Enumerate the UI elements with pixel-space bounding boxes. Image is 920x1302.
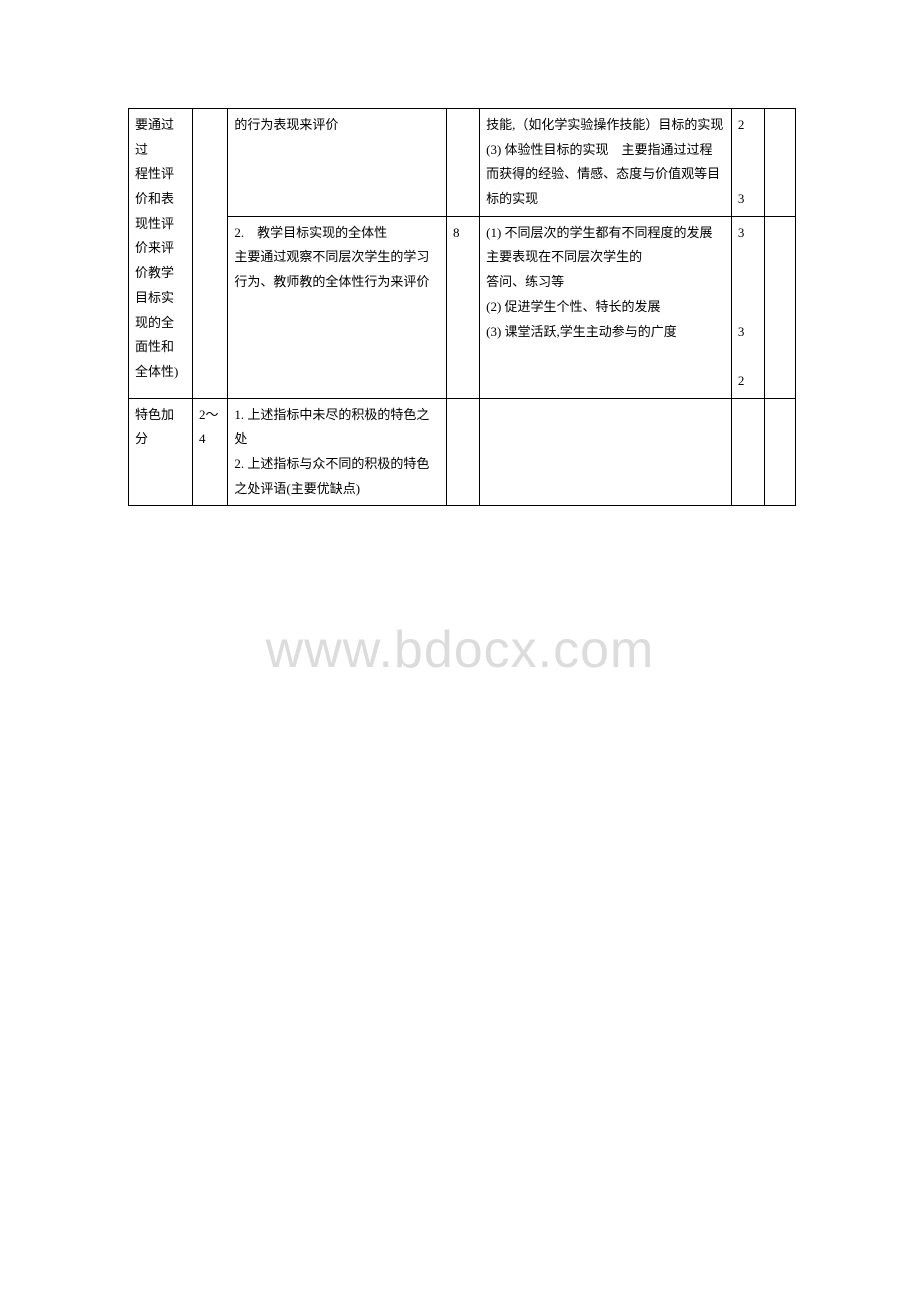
watermark-text: www.bdocx.com — [0, 620, 920, 680]
cell-weight: 8 — [447, 216, 480, 398]
watermark-label: www.bdocx.com — [266, 621, 655, 679]
cell-text: 2～4 — [199, 407, 219, 447]
cell-detail — [480, 398, 732, 506]
cell-text: 8 — [453, 225, 460, 240]
cell-score-range: 2～4 — [193, 398, 228, 506]
cell-text: 技能,（如化学实验操作技能）目标的实现(3) 体验性目标的实现 主要指通过过程而… — [486, 117, 723, 206]
cell-score-range — [193, 109, 228, 399]
evaluation-table-container: 要通过过程性评价和表现性评价来评价教学目标实现的全面性和全体性) 的行为表现来评… — [128, 108, 796, 506]
cell-points — [731, 398, 764, 506]
cell-text: (1) 不同层次的学生都有不同程度的发展 主要表现在不同层次学生的答问、练习等(… — [486, 225, 725, 339]
cell-criteria: 的行为表现来评价 — [228, 109, 447, 217]
table-row: 特色加分 2～4 1. 上述指标中未尽的积极的特色之处2. 上述指标与众不同的积… — [129, 398, 796, 506]
cell-category: 特色加分 — [129, 398, 193, 506]
cell-text: 要通过过程性评价和表现性评价来评价教学目标实现的全面性和全体性) — [135, 117, 178, 379]
cell-detail: (1) 不同层次的学生都有不同程度的发展 主要表现在不同层次学生的答问、练习等(… — [480, 216, 732, 398]
cell-text: 的行为表现来评价 — [234, 117, 338, 132]
cell-weight — [447, 109, 480, 217]
table-row: 要通过过程性评价和表现性评价来评价教学目标实现的全面性和全体性) 的行为表现来评… — [129, 109, 796, 217]
cell-category: 要通过过程性评价和表现性评价来评价教学目标实现的全面性和全体性) — [129, 109, 193, 399]
cell-text: 23 — [738, 117, 745, 206]
cell-weight — [447, 398, 480, 506]
cell-text: 332 — [738, 225, 745, 388]
cell-text: 1. 上述指标中未尽的积极的特色之处2. 上述指标与众不同的积极的特色之处评语(… — [234, 407, 429, 496]
cell-empty — [765, 398, 796, 506]
cell-detail: 技能,（如化学实验操作技能）目标的实现(3) 体验性目标的实现 主要指通过过程而… — [480, 109, 732, 217]
cell-text: 特色加分 — [135, 407, 174, 447]
evaluation-table: 要通过过程性评价和表现性评价来评价教学目标实现的全面性和全体性) 的行为表现来评… — [128, 108, 796, 506]
cell-points: 332 — [731, 216, 764, 398]
cell-text: 2. 教学目标实现的全体性主要通过观察不同层次学生的学习行为、教师教的全体性行为… — [234, 225, 429, 289]
table-row: 2. 教学目标实现的全体性主要通过观察不同层次学生的学习行为、教师教的全体性行为… — [129, 216, 796, 398]
cell-empty — [765, 109, 796, 217]
cell-criteria: 2. 教学目标实现的全体性主要通过观察不同层次学生的学习行为、教师教的全体性行为… — [228, 216, 447, 398]
cell-empty — [765, 216, 796, 398]
cell-points: 23 — [731, 109, 764, 217]
cell-criteria: 1. 上述指标中未尽的积极的特色之处2. 上述指标与众不同的积极的特色之处评语(… — [228, 398, 447, 506]
